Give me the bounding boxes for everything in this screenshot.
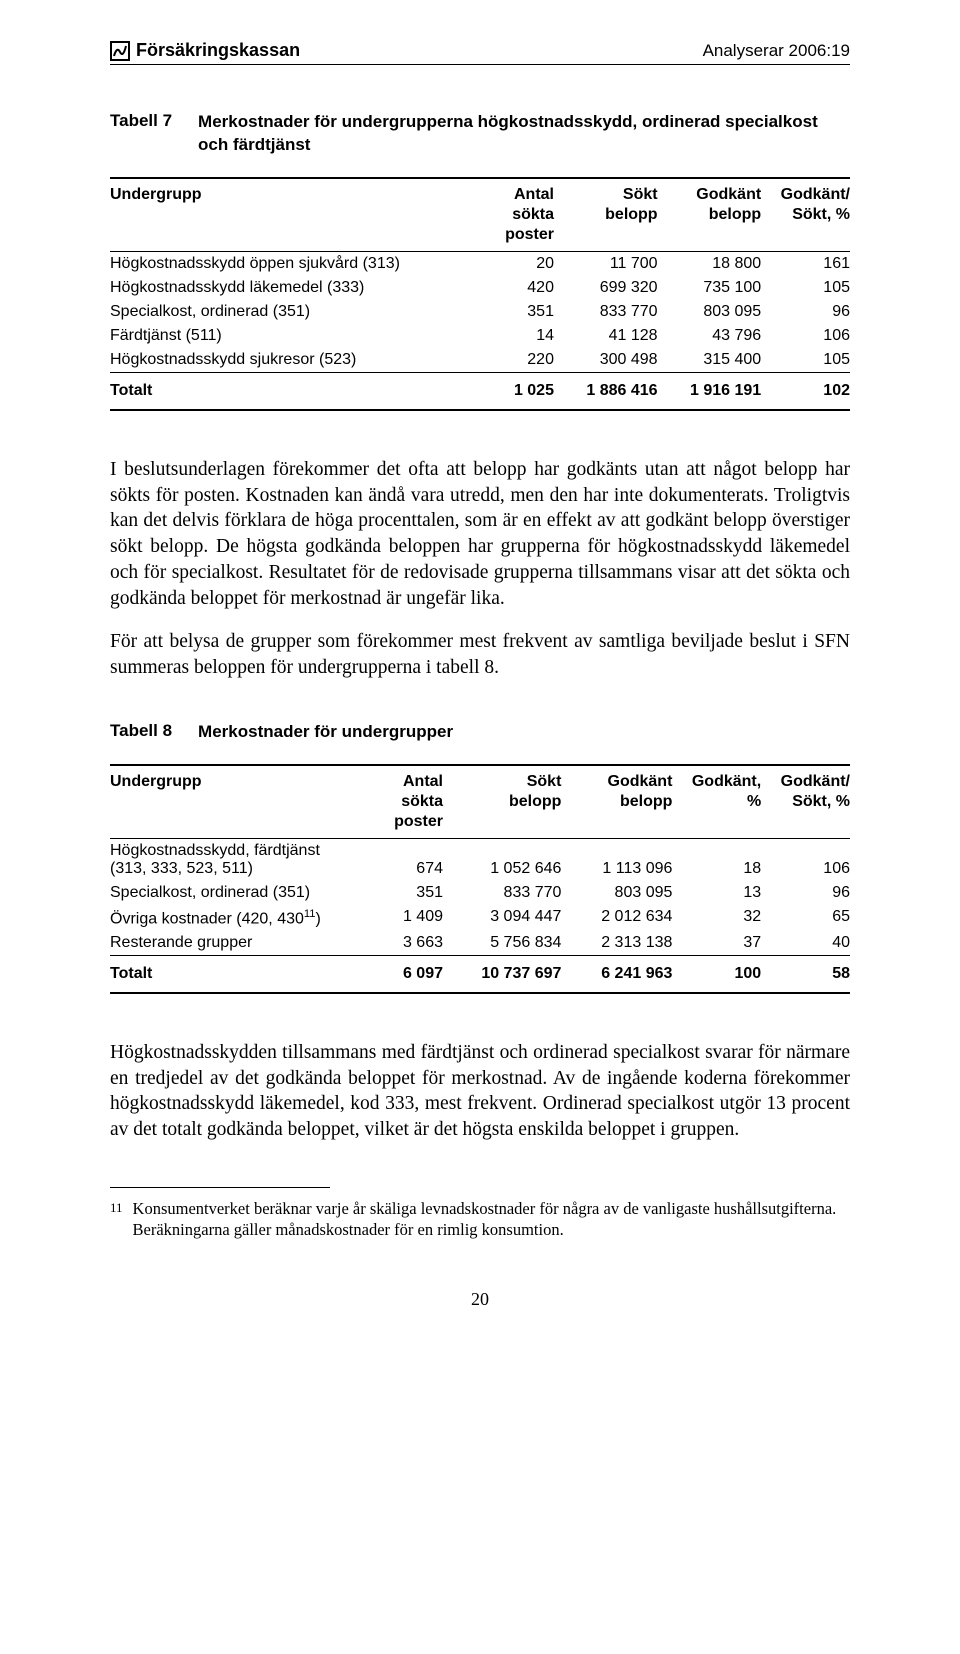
table-row: Övriga kostnader (420, 43011)1 4093 094 … [110, 905, 850, 931]
table8-title-row: Tabell 8 Merkostnader för undergrupper [110, 721, 850, 744]
table7: Undergrupp Antal sökta poster Sökt belop… [110, 177, 850, 411]
t8-h5: Godkänt/ Sökt, % [761, 766, 850, 839]
t7-h3: Godkänt belopp [658, 179, 762, 252]
t8-total-label: Totalt [110, 956, 369, 993]
t7-h1: Antal sökta poster [473, 179, 554, 252]
table-row: Resterande grupper3 6635 756 8342 313 13… [110, 931, 850, 956]
paragraph-1: I beslutsunderlagen förekommer det ofta … [110, 457, 850, 611]
table-row: Specialkost, ordinerad (351)351833 77080… [110, 881, 850, 905]
t8-h0: Undergrupp [110, 766, 369, 839]
document-id: Analyserar 2006:19 [703, 41, 850, 61]
table-row: Färdtjänst (511)1441 12843 796106 [110, 324, 850, 348]
page-header: Försäkringskassan Analyserar 2006:19 [110, 40, 850, 65]
t8-h2: Sökt belopp [443, 766, 561, 839]
t7-total-label: Totalt [110, 373, 473, 410]
logo-icon [110, 41, 130, 61]
table8-title: Merkostnader för undergrupper [198, 721, 453, 744]
brand-block: Försäkringskassan [110, 40, 300, 61]
t7-h0: Undergrupp [110, 179, 473, 252]
t8-row-0: Högkostnadsskydd, färdtjänst (313, 333, … [110, 839, 850, 881]
t8-total-row: Totalt 6 097 10 737 697 6 241 963 100 58 [110, 956, 850, 993]
paragraph-2: För att belysa de grupper som förekommer… [110, 629, 850, 680]
footnote-11: 11 Konsumentverket beräknar varje år skä… [110, 1198, 850, 1241]
footnote-separator [110, 1187, 330, 1188]
table8: Undergrupp Antal sökta poster Sökt belop… [110, 764, 850, 994]
t8-h1: Antal sökta poster [369, 766, 443, 839]
table7-title-row: Tabell 7 Merkostnader för undergrupperna… [110, 111, 850, 157]
table-row: Specialkost, ordinerad (351)351833 77080… [110, 300, 850, 324]
table-row: Högkostnadsskydd sjukresor (523)220300 4… [110, 348, 850, 373]
t8-h3: Godkänt belopp [561, 766, 672, 839]
footnote-number: 11 [110, 1200, 123, 1241]
t7-total-row: Totalt 1 025 1 886 416 1 916 191 102 [110, 373, 850, 410]
table7-label: Tabell 7 [110, 111, 172, 157]
table7-title: Merkostnader för undergrupperna högkostn… [198, 111, 850, 157]
footnote-text: Konsumentverket beräknar varje år skälig… [133, 1198, 850, 1241]
paragraph-3: Högkostnadsskydden tillsammans med färdt… [110, 1040, 850, 1143]
t8-h4: Godkänt, % [672, 766, 761, 839]
table-row: Högkostnadsskydd öppen sjukvård (313)201… [110, 252, 850, 276]
t7-h2: Sökt belopp [554, 179, 658, 252]
table8-label: Tabell 8 [110, 721, 172, 744]
table-row: Högkostnadsskydd läkemedel (333)420699 3… [110, 276, 850, 300]
brand-name: Försäkringskassan [136, 40, 300, 61]
page-number: 20 [110, 1289, 850, 1310]
t7-h4: Godkänt/ Sökt, % [761, 179, 850, 252]
